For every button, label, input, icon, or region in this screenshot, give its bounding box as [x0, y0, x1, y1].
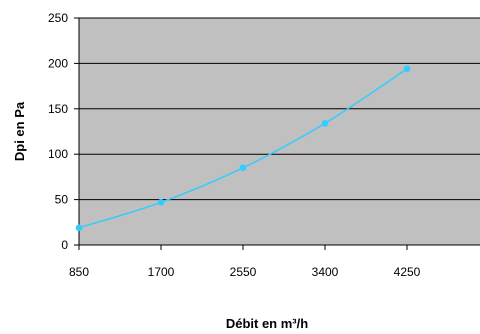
- plot-area: [79, 18, 480, 245]
- y-tick-label-250: 250: [48, 11, 68, 25]
- x-tick-label-4250: 4250: [394, 265, 421, 279]
- x-tick-label-850: 850: [69, 265, 89, 279]
- y-tick-label-50: 50: [55, 193, 69, 207]
- x-tick-labels: 850 1700 2550 3400 4250: [69, 265, 421, 279]
- x-axis-title: Débit en m³/h: [226, 316, 308, 331]
- data-points: [75, 65, 411, 232]
- axes: [74, 17, 480, 250]
- y-tick-label-200: 200: [48, 56, 68, 70]
- y-axis-title: Dpi en Pa: [12, 101, 27, 161]
- y-tick-label-0: 0: [61, 238, 68, 252]
- y-tick-label-150: 150: [48, 102, 68, 116]
- x-tick-label-3400: 3400: [312, 265, 339, 279]
- y-tick-label-100: 100: [48, 147, 68, 161]
- data-point-2550: [239, 164, 247, 172]
- data-point-4250: [403, 65, 411, 73]
- x-tick-label-2550: 2550: [230, 265, 257, 279]
- data-point-1700: [157, 199, 165, 206]
- x-tick-label-1700: 1700: [148, 265, 175, 279]
- y-tick-labels: 0 50 100 150 200 250: [48, 11, 68, 252]
- gridlines: [79, 17, 480, 201]
- data-point-850: [75, 224, 83, 232]
- data-point-3400: [321, 120, 329, 127]
